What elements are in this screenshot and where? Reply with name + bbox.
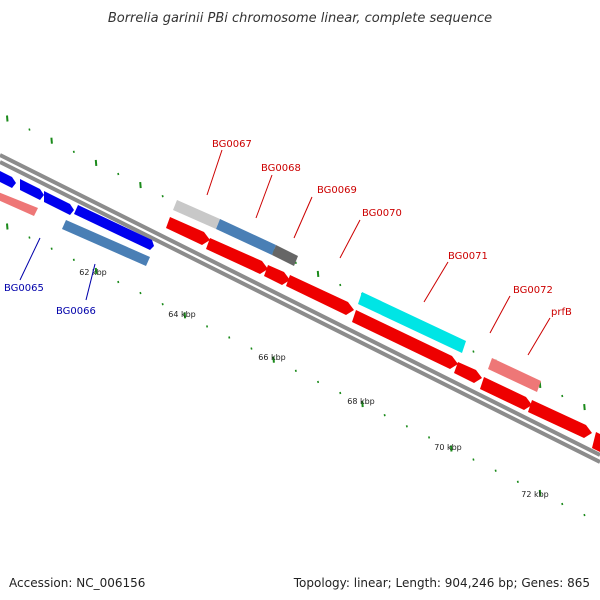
scale-tick xyxy=(561,502,564,506)
scale-tick xyxy=(583,513,586,517)
scale-tick xyxy=(317,380,320,384)
callout-line-BG0069 xyxy=(293,196,313,239)
gene-block-BG0070c[interactable] xyxy=(264,265,290,285)
scale-tick xyxy=(28,236,31,239)
scale-label-66kbp: 66 kbp xyxy=(258,353,286,362)
scale-tick xyxy=(294,261,297,264)
backbone-line-top xyxy=(0,153,600,457)
accession-text: Accession: NC_006156 xyxy=(9,576,145,590)
callout-line-BG0072 xyxy=(489,295,511,334)
gene-label-BG0069[interactable]: BG0069 xyxy=(317,185,357,196)
scale-tick xyxy=(272,356,275,363)
scale-tick xyxy=(472,458,475,461)
gene-label-BG0065[interactable]: BG0065 xyxy=(4,283,44,294)
gene-label-BG0072[interactable]: BG0072 xyxy=(513,285,553,296)
gene-label-BG0071[interactable]: BG0071 xyxy=(448,251,488,262)
gene-features xyxy=(0,170,600,452)
scale-tick xyxy=(161,195,164,198)
gene-block-BG0066[interactable] xyxy=(62,220,150,266)
scale-tick xyxy=(339,283,342,287)
gene-block-blue-3[interactable] xyxy=(44,191,74,215)
callout-line-BG0071 xyxy=(423,261,449,303)
scale-tick xyxy=(72,258,75,261)
scale-tick xyxy=(472,350,475,353)
scale-tick xyxy=(72,150,75,153)
gene-block-BG0070b[interactable] xyxy=(206,238,268,274)
gene-label-BG0067[interactable]: BG0067 xyxy=(212,139,252,150)
map-title: Borrelia garinii PBi chromosome linear, … xyxy=(108,11,492,26)
scale-tick xyxy=(117,280,120,284)
scale-tick xyxy=(361,401,364,408)
callout-line-BG0067 xyxy=(206,149,223,196)
scale-tick xyxy=(94,159,98,166)
scale-tick xyxy=(139,182,142,189)
scale-tick xyxy=(50,247,53,250)
scale-label-68kbp: 68 kbp xyxy=(347,397,375,406)
gene-block-BG0067[interactable] xyxy=(173,200,220,229)
callout-line-prfB xyxy=(527,317,551,356)
scale-tick xyxy=(583,404,586,411)
scale-tick xyxy=(516,480,519,483)
scale-tick xyxy=(50,137,53,144)
scale-label-72kbp: 72 kbp xyxy=(521,490,549,499)
callout-line-BG0065 xyxy=(19,237,41,281)
scale-tick xyxy=(561,394,564,398)
gene-label-BG0068[interactable]: BG0068 xyxy=(261,163,301,174)
gene-block-red-8[interactable] xyxy=(592,432,600,452)
gene-block-red-7[interactable] xyxy=(528,400,592,438)
callout-line-BG0066 xyxy=(85,263,96,301)
gene-block-pink-left[interactable] xyxy=(0,192,38,216)
scale-tick xyxy=(428,436,431,439)
scale-tick xyxy=(28,128,31,131)
gene-block-BG0070a[interactable] xyxy=(166,217,210,245)
callout-line-BG0070 xyxy=(339,219,361,259)
scale-tick xyxy=(294,369,297,372)
scale-tick xyxy=(183,312,187,319)
scale-tick xyxy=(94,267,98,274)
gene-label-BG0066[interactable]: BG0066 xyxy=(56,306,96,317)
scale-tick xyxy=(228,336,231,339)
scale-tick xyxy=(450,445,453,452)
callout-line-BG0068 xyxy=(255,174,273,219)
scale-tick xyxy=(316,270,320,277)
gene-block-BG0072b[interactable] xyxy=(454,362,482,383)
scale-tick xyxy=(383,414,386,417)
gene-block-BG0065[interactable] xyxy=(74,205,154,250)
gene-block-blue-1[interactable] xyxy=(0,170,16,188)
scale-tick xyxy=(538,489,542,496)
scale-label-64kbp: 64 kbp xyxy=(168,310,196,319)
gene-block-BG0071[interactable] xyxy=(358,292,466,353)
scale-tick xyxy=(6,223,9,230)
scale-tick xyxy=(139,291,142,295)
scale-tick xyxy=(494,469,497,472)
scale-tick xyxy=(6,115,9,122)
gene-block-blue-2[interactable] xyxy=(20,179,44,200)
gene-block-BG0069[interactable] xyxy=(272,245,298,266)
gene-block-BG0072a[interactable] xyxy=(352,310,458,369)
scale-tick xyxy=(206,325,209,328)
gene-label-BG0070[interactable]: BG0070 xyxy=(362,208,402,219)
scale-tick xyxy=(250,347,253,350)
backbone-line-bottom xyxy=(0,160,600,464)
gene-block-BG0068[interactable] xyxy=(216,219,276,255)
gene-block-BG0070d[interactable] xyxy=(286,275,354,315)
scale-tick xyxy=(405,425,408,428)
gene-block-prfB[interactable] xyxy=(488,358,541,392)
gene-label-prfB[interactable]: prfB xyxy=(551,307,572,318)
scale-label-70kbp: 70 kbp xyxy=(434,443,462,452)
scale-tick xyxy=(117,172,120,176)
scale-tick xyxy=(161,303,164,306)
scale-tick xyxy=(339,391,342,395)
summary-text: Topology: linear; Length: 904,246 bp; Ge… xyxy=(293,576,590,590)
gene-block-red-6[interactable] xyxy=(480,377,532,410)
